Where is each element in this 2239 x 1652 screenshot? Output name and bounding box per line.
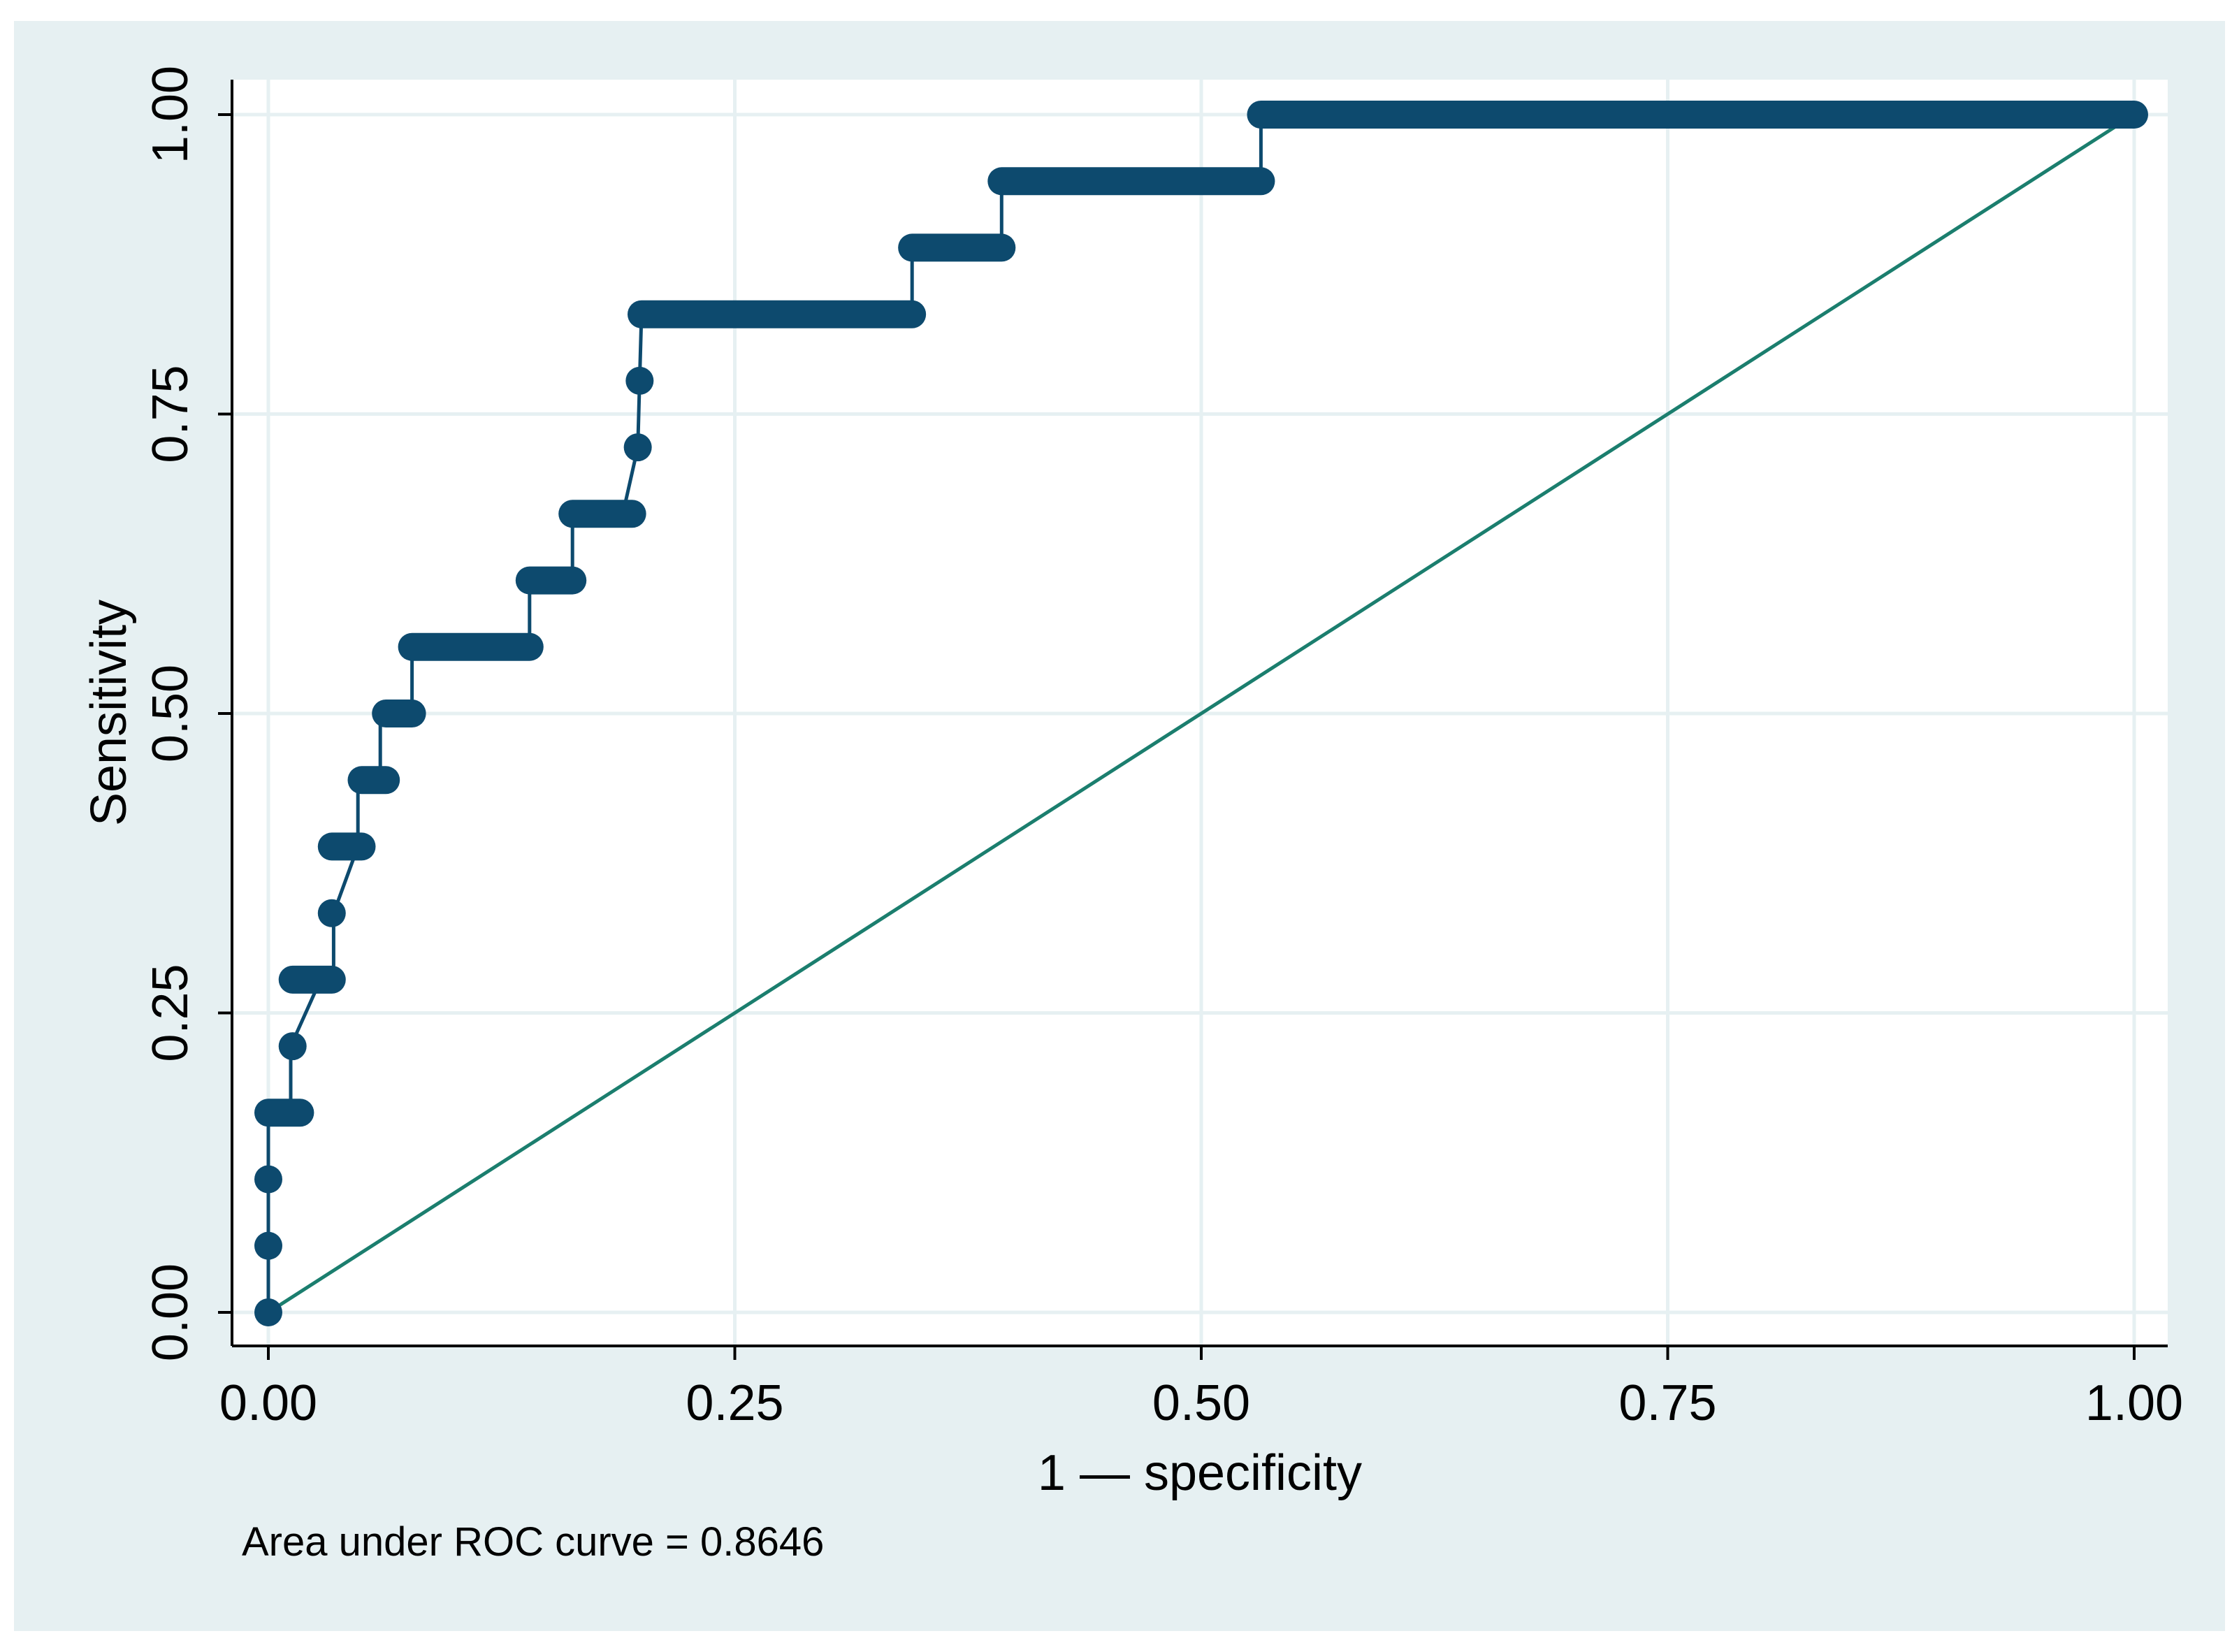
reference-line-group xyxy=(267,113,2136,1314)
roc-curve-group xyxy=(254,101,2148,1326)
x-tick-label: 0.75 xyxy=(1618,1375,1716,1431)
y-tick-label: 0.25 xyxy=(143,964,198,1062)
roc-point xyxy=(254,1099,314,1127)
x-tick-label: 0.25 xyxy=(686,1375,783,1431)
roc-point xyxy=(623,433,652,462)
y-tick-label: 0.50 xyxy=(143,665,198,762)
roc-point xyxy=(398,632,544,661)
roc-point xyxy=(372,700,426,727)
x-tick-label: 0.00 xyxy=(219,1375,317,1431)
roc-point xyxy=(898,233,1016,262)
roc-point xyxy=(987,167,1275,196)
y-tick-label: 1.00 xyxy=(143,66,198,164)
roc-point xyxy=(254,1298,282,1326)
roc-point xyxy=(347,766,400,795)
roc-point xyxy=(278,965,346,994)
roc-point xyxy=(254,1165,282,1194)
y-tick-label: 0.00 xyxy=(143,1263,198,1361)
roc-point xyxy=(317,832,376,861)
x-axis-title: 1 — specificity xyxy=(1038,1445,1362,1501)
auc-annotation: Area under ROC curve = 0.8646 xyxy=(242,1519,824,1565)
roc-point xyxy=(1247,101,2148,129)
roc-point xyxy=(317,899,346,927)
roc-point xyxy=(625,366,654,395)
roc-point xyxy=(628,300,927,328)
roc-point xyxy=(254,1231,282,1260)
axis-ticks: 0.00 0.25 0.50 0.75 1.00 0.00 0.25 0.50 0.75 1.00 xyxy=(143,66,2183,1431)
y-axis-title: Sensitivity xyxy=(81,600,137,826)
roc-point xyxy=(515,566,587,595)
roc-point xyxy=(278,1032,307,1061)
x-tick-label: 1.00 xyxy=(2085,1375,2183,1431)
x-tick-label: 0.50 xyxy=(1152,1375,1250,1431)
roc-point xyxy=(558,500,646,528)
reference-line xyxy=(267,113,2136,1314)
y-tick-label: 0.75 xyxy=(143,365,198,463)
